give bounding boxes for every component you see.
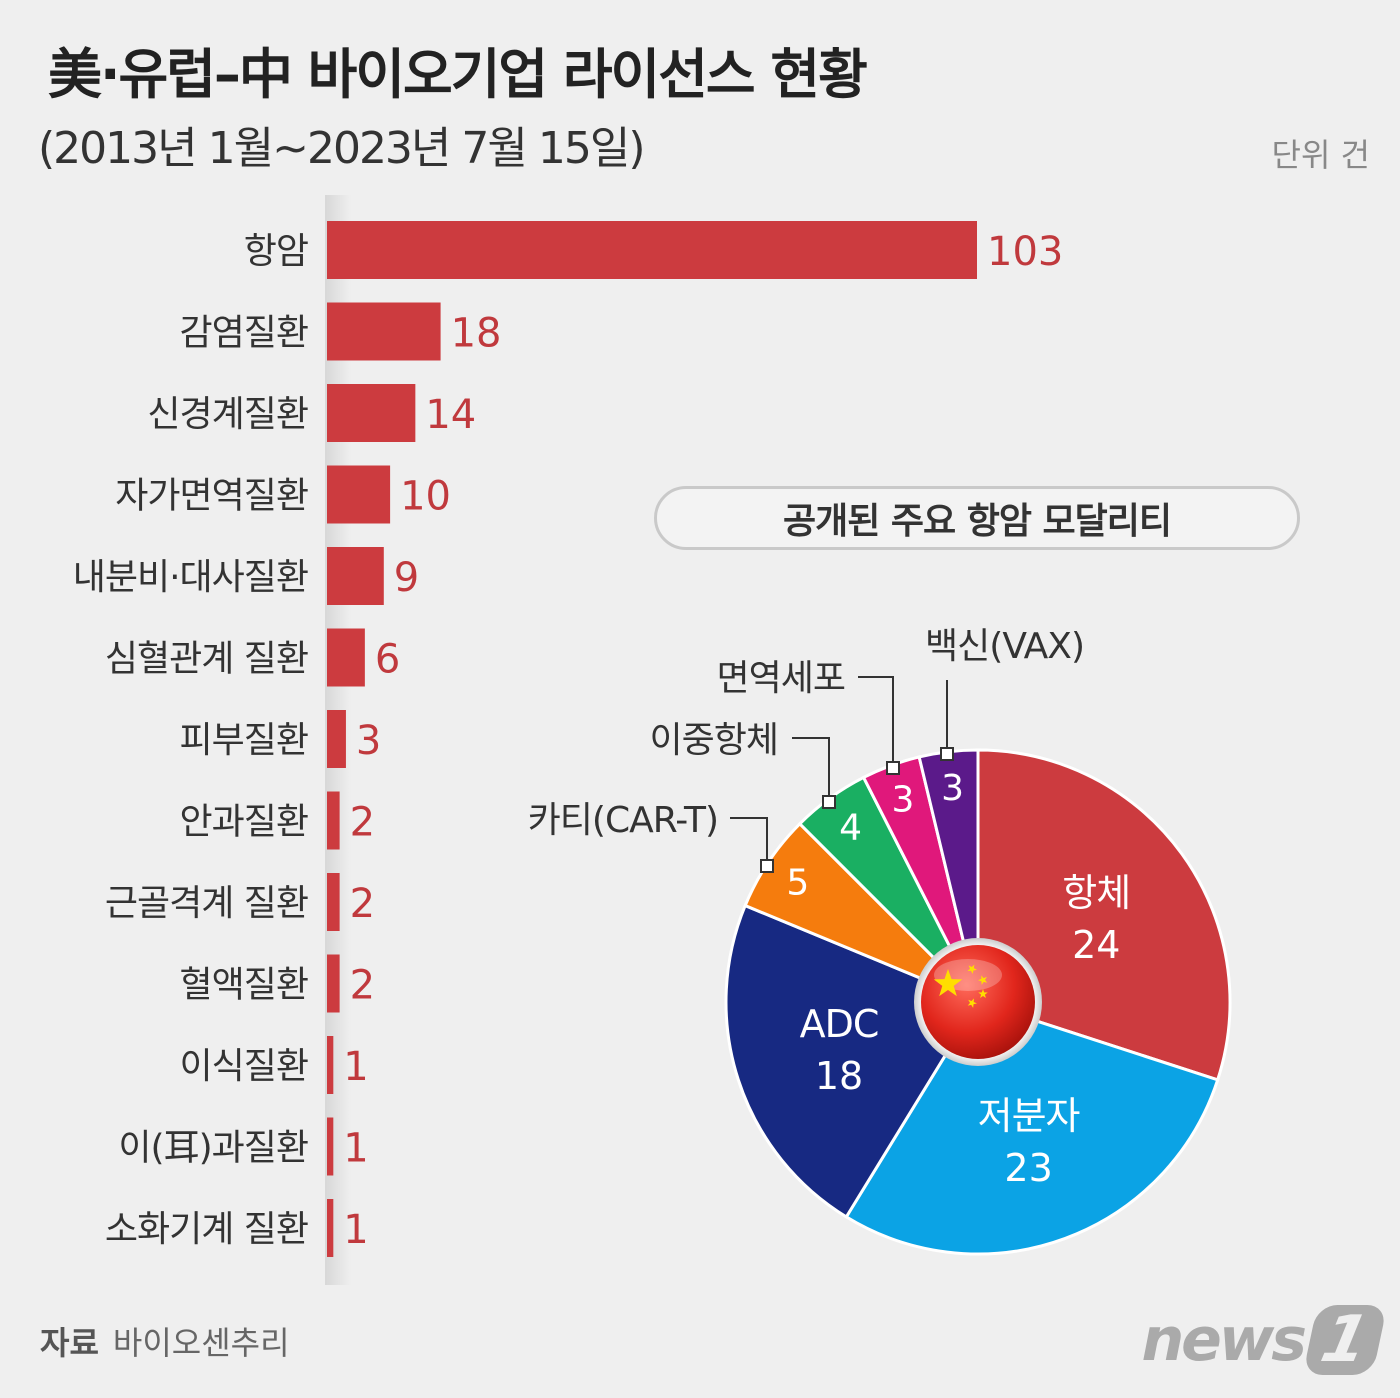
slice-value-label: 4 [839, 808, 862, 849]
leader-line [792, 737, 830, 802]
chart-title: 美·유럽–中 바이오기업 라이선스 현황 [48, 43, 868, 106]
pie-slice-1 [844, 1000, 1220, 1256]
bar-3 [327, 465, 391, 524]
logo-text: news [1141, 1305, 1307, 1375]
category-label: 이식질환 [180, 1046, 308, 1087]
bar-9 [327, 954, 340, 1013]
slice-name-label: 면역세포 [717, 658, 845, 699]
value-label: 1 [343, 1207, 368, 1253]
bar-11 [327, 1117, 334, 1176]
bar-10 [327, 1036, 334, 1094]
category-label: 혈액질환 [180, 965, 308, 1006]
bar-4 [327, 547, 384, 605]
flag-star [978, 975, 988, 985]
value-label: 103 [987, 229, 1063, 275]
source-label: 자료 [40, 1324, 99, 1362]
flag-star [967, 998, 977, 1008]
pie-title-box: 공개된 주요 항암 모달리티 [654, 486, 1300, 550]
unit-label: 단위 건 [1271, 136, 1371, 174]
leader-marker [760, 859, 774, 873]
value-label: 6 [375, 637, 400, 683]
leader-line [858, 676, 894, 768]
category-label: 소화기계 질환 [105, 1209, 308, 1250]
slice-name-label: ADC [800, 1002, 879, 1046]
bar-2 [327, 384, 416, 442]
category-label: 이(耳)과질환 [118, 1128, 308, 1169]
bar-7 [327, 791, 340, 850]
value-label: 1 [343, 1044, 368, 1090]
bar-5 [327, 628, 365, 687]
value-label: 1 [343, 1126, 368, 1172]
category-label: 피부질환 [180, 720, 308, 761]
slice-value-label: 3 [892, 780, 915, 821]
slice-value-label: 23 [1004, 1146, 1052, 1190]
bar-8 [327, 873, 340, 931]
slice-value-label: 3 [941, 768, 964, 809]
flag-star [978, 989, 988, 999]
value-label: 2 [350, 963, 375, 1009]
slice-name-label: 항체 [1062, 871, 1130, 915]
slice-value-label: 18 [815, 1054, 863, 1098]
value-label: 14 [425, 392, 476, 438]
category-label: 항암 [244, 231, 308, 272]
flag-star [967, 964, 977, 974]
slice-value-label: 5 [786, 863, 809, 904]
leader-marker [822, 795, 836, 809]
value-label: 2 [350, 800, 375, 846]
leader-marker [886, 761, 900, 775]
slice-value-label: 24 [1072, 923, 1120, 967]
slice-name-label: 백신(VAX) [925, 626, 1084, 667]
bar-0 [327, 221, 977, 279]
value-label: 3 [356, 718, 381, 764]
slice-name-label: 이중항체 [650, 720, 778, 761]
pie-slice-2 [724, 903, 981, 1219]
leader-line [730, 817, 768, 866]
source: 자료 바이오센추리 [40, 1318, 290, 1364]
value-label: 18 [451, 311, 502, 357]
category-label: 신경계질환 [147, 394, 308, 435]
bar-6 [327, 710, 346, 768]
value-label: 2 [350, 881, 375, 927]
category-label: 감염질환 [180, 313, 308, 354]
pie-title: 공개된 주요 항암 모달리티 [783, 501, 1172, 542]
news1-logo: news 1 [1141, 1300, 1388, 1380]
bar-12 [327, 1199, 334, 1257]
chart-subtitle: (2013년 1월~2023년 7월 15일) [38, 123, 645, 174]
leader-marker [940, 747, 954, 761]
category-label: 심혈관계 질환 [105, 639, 308, 680]
category-label: 내분비·대사질환 [73, 557, 308, 598]
category-label: 근골격계 질환 [105, 883, 308, 924]
flag-star [933, 969, 963, 997]
slice-name-label: 카티(CAR-T) [528, 800, 718, 841]
slice-name-label: 저분자 [978, 1094, 1080, 1138]
source-name: 바이오센추리 [112, 1324, 290, 1362]
category-label: 자가면역질환 [115, 476, 308, 517]
logo-mark: 1 [1302, 1303, 1388, 1377]
category-label: 안과질환 [180, 802, 308, 843]
bar-1 [327, 302, 441, 361]
china-flag-icon [914, 938, 1042, 1066]
value-label: 9 [394, 555, 419, 601]
value-label: 10 [400, 474, 451, 520]
